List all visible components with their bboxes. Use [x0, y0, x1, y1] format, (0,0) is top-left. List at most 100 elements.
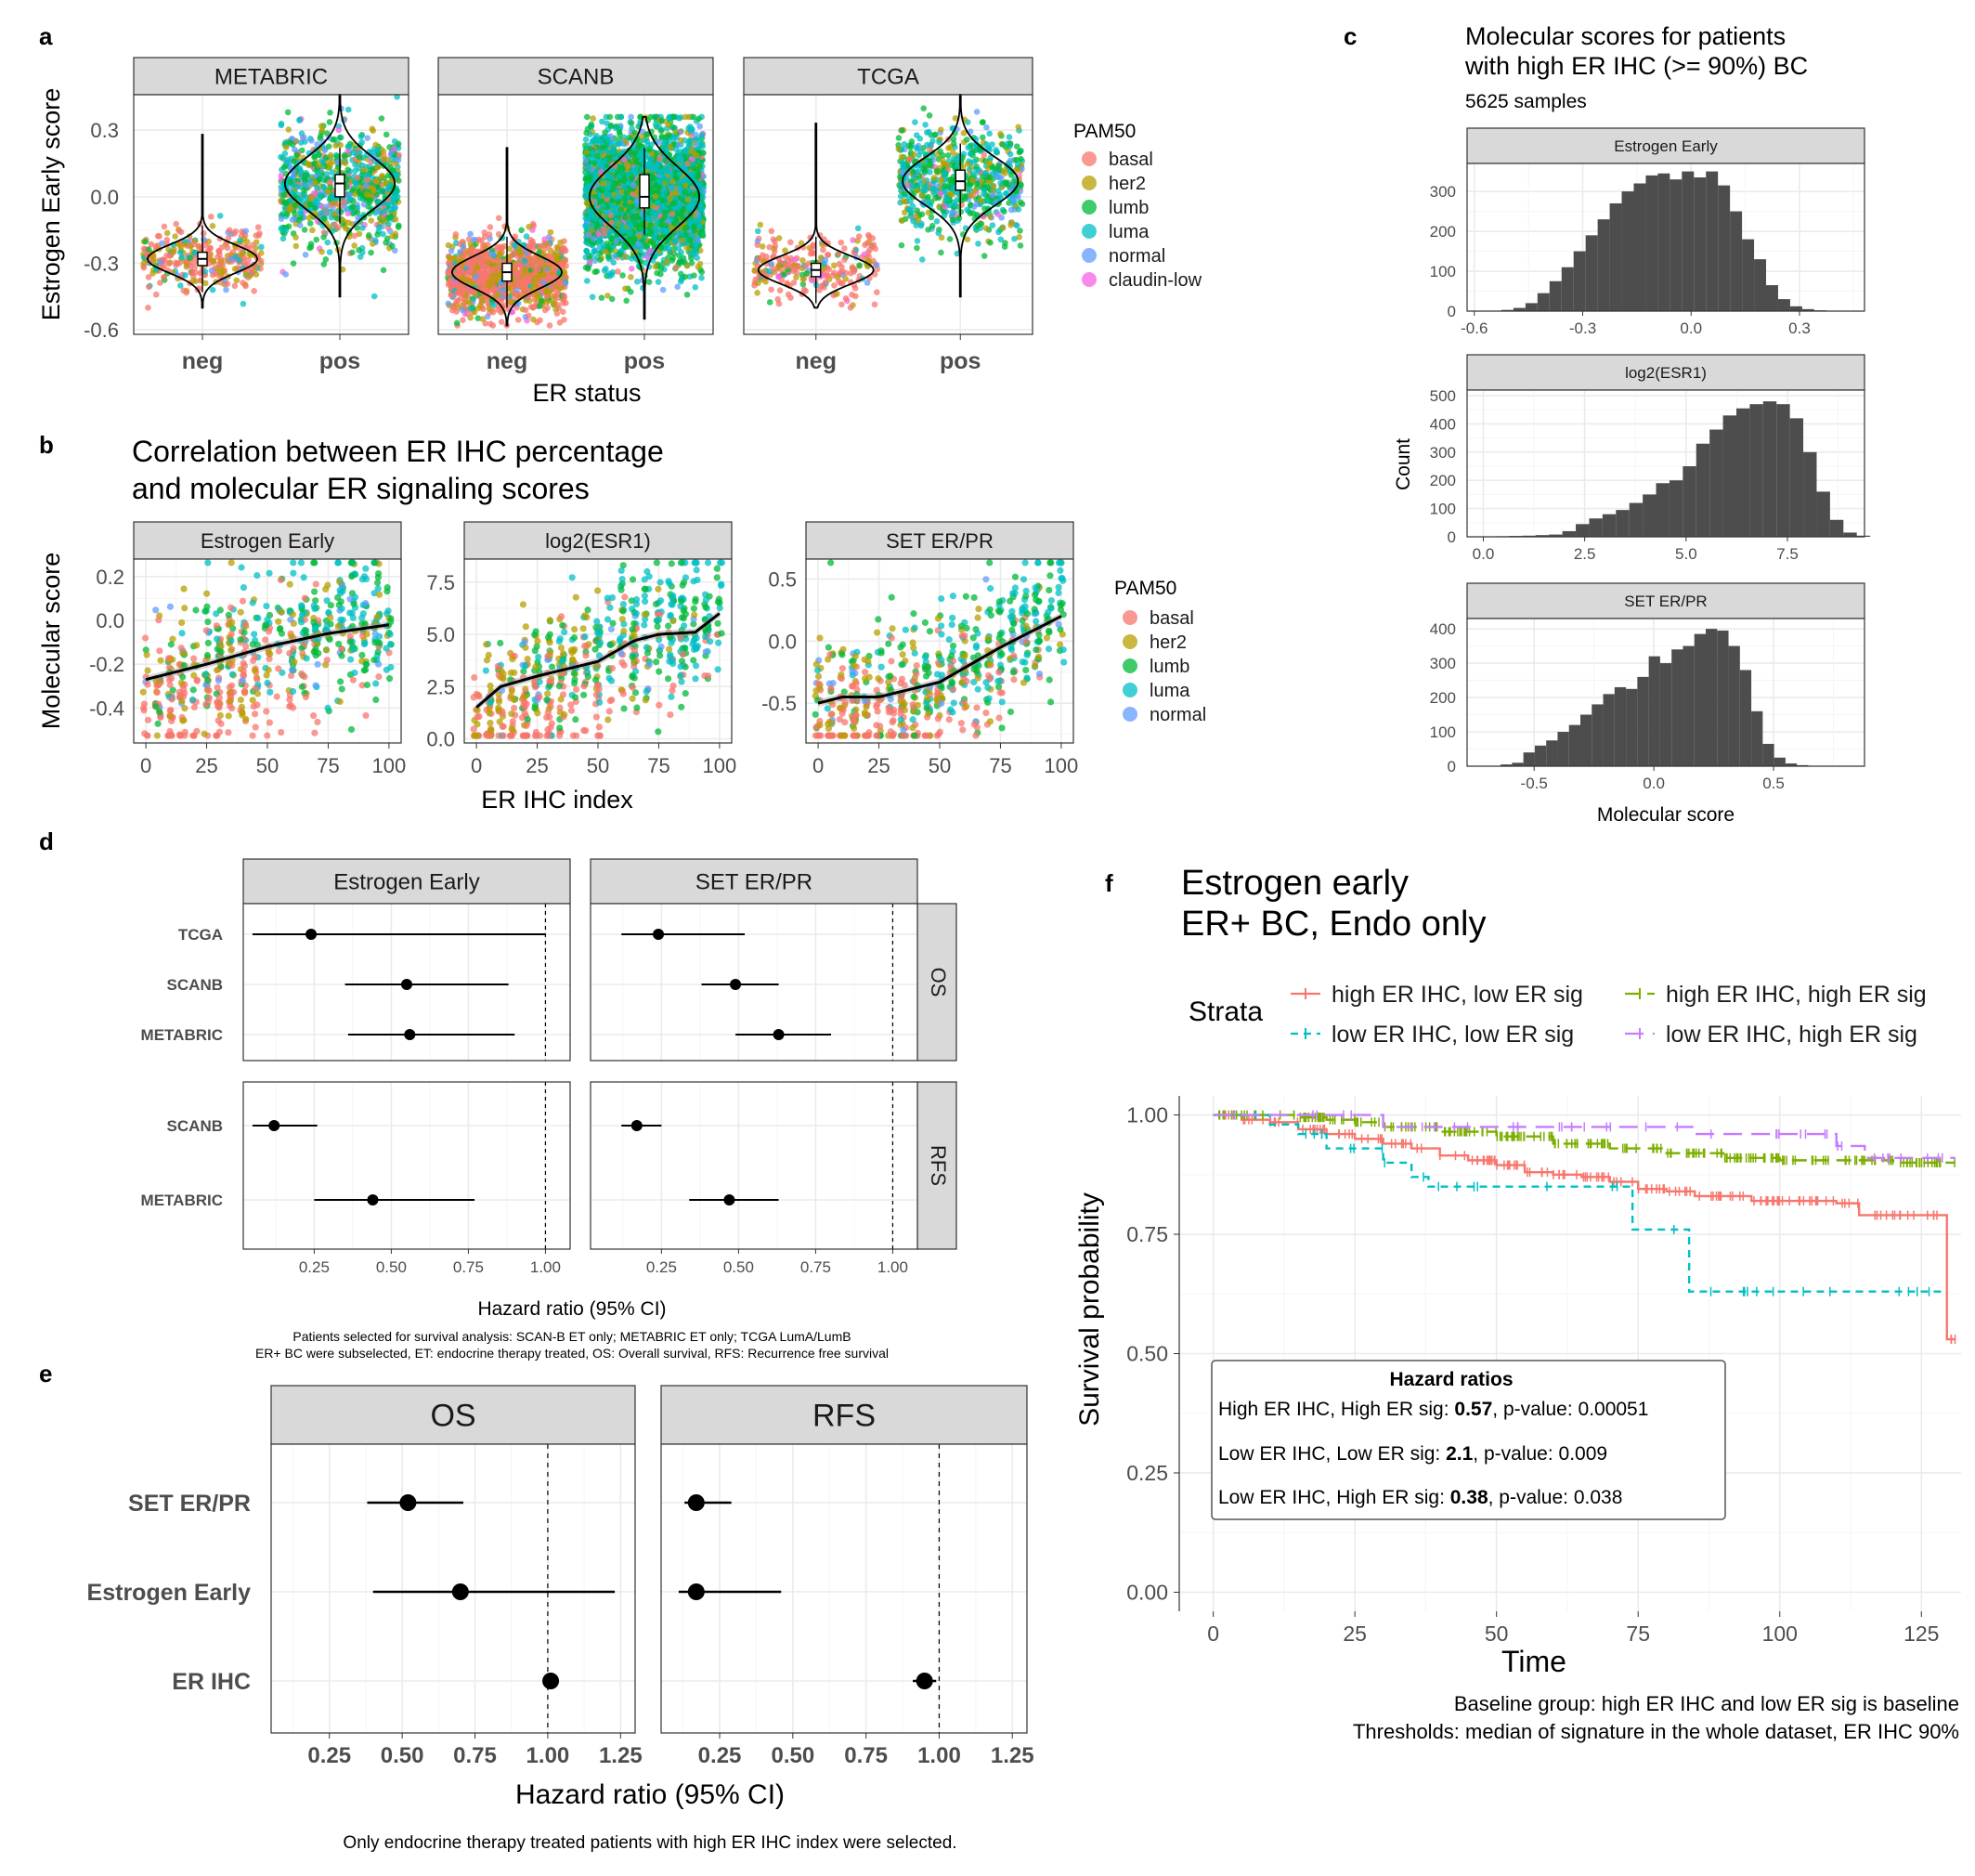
data-point [284, 211, 291, 217]
panel-letter-b: b [39, 431, 54, 459]
data-point [165, 260, 173, 267]
data-point [635, 141, 643, 149]
data-point [279, 235, 287, 242]
data-point [558, 248, 565, 254]
data-point [176, 282, 184, 289]
data-point [698, 274, 705, 281]
data-point [161, 223, 168, 230]
data-point [522, 266, 528, 273]
data-point [559, 308, 566, 316]
data-point [530, 270, 538, 277]
data-point [622, 285, 629, 293]
data-point [278, 172, 285, 179]
data-point [519, 279, 526, 286]
data-point [652, 263, 659, 270]
data-point [331, 221, 339, 228]
data-point [351, 232, 358, 240]
data-point [445, 241, 452, 249]
data-point [233, 277, 240, 284]
data-point [149, 270, 156, 277]
data-point [370, 127, 377, 135]
data-point [187, 254, 193, 262]
data-point [157, 280, 163, 286]
data-point [291, 158, 297, 164]
data-point [698, 132, 705, 139]
data-point [389, 195, 396, 202]
data-point [395, 145, 402, 151]
y-tick-label: 0.0 [90, 186, 119, 209]
data-point [448, 247, 455, 254]
data-point [380, 148, 387, 155]
data-point [526, 223, 532, 230]
data-point [560, 299, 566, 306]
data-point [365, 171, 371, 178]
data-point [208, 267, 215, 274]
box [334, 174, 345, 198]
panel-a-xlabel: ER status [532, 379, 641, 407]
data-point [380, 230, 386, 238]
data-point [285, 126, 292, 133]
data-point [547, 253, 553, 260]
data-point [590, 115, 596, 122]
data-point [223, 286, 229, 293]
data-point [224, 280, 231, 288]
data-point [172, 233, 178, 240]
data-point [309, 227, 316, 234]
data-point [385, 220, 392, 228]
data-point [344, 106, 352, 113]
data-point [513, 271, 520, 278]
data-point [384, 172, 392, 179]
data-point [325, 143, 332, 150]
panel-letter-a: a [39, 22, 53, 50]
data-point [373, 178, 381, 185]
data-point [375, 224, 383, 230]
data-point [381, 155, 387, 163]
data-point [513, 280, 520, 286]
data-point [553, 310, 561, 317]
data-point [677, 278, 684, 285]
data-point [254, 224, 262, 230]
facet-strip-label: METABRIC [214, 65, 328, 90]
data-point [292, 202, 298, 209]
data-point [368, 217, 375, 224]
data-point [522, 306, 529, 314]
data-point [318, 127, 326, 134]
data-point [209, 223, 216, 229]
data-point [140, 259, 148, 267]
data-point [255, 232, 262, 239]
data-point [209, 286, 216, 293]
data-point [391, 247, 398, 254]
violin-neg [146, 134, 259, 309]
data-point [476, 302, 484, 309]
data-point [320, 234, 327, 241]
data-point [166, 253, 174, 259]
data-point [682, 273, 689, 280]
data-point [469, 246, 475, 253]
data-point [488, 250, 496, 257]
data-point [340, 159, 347, 165]
data-point [391, 205, 398, 212]
data-point [322, 203, 330, 210]
data-point [370, 293, 378, 300]
data-point [351, 242, 357, 249]
data-point [486, 279, 492, 286]
data-point [390, 146, 397, 152]
data-point [363, 183, 370, 189]
data-point [182, 241, 188, 248]
data-point [318, 248, 325, 255]
data-point [487, 224, 494, 230]
panel-a: Estrogen Early score ER status 0.30.0-0.… [37, 57, 1202, 407]
data-point [327, 183, 333, 190]
data-point [224, 244, 231, 252]
data-point [500, 286, 506, 293]
data-point [335, 126, 343, 134]
data-point [291, 146, 298, 153]
data-point [526, 312, 532, 319]
data-point [354, 209, 361, 216]
data-point [355, 215, 361, 221]
data-point [307, 195, 314, 202]
data-point [326, 119, 333, 125]
data-point [537, 317, 543, 324]
data-point [311, 179, 318, 187]
